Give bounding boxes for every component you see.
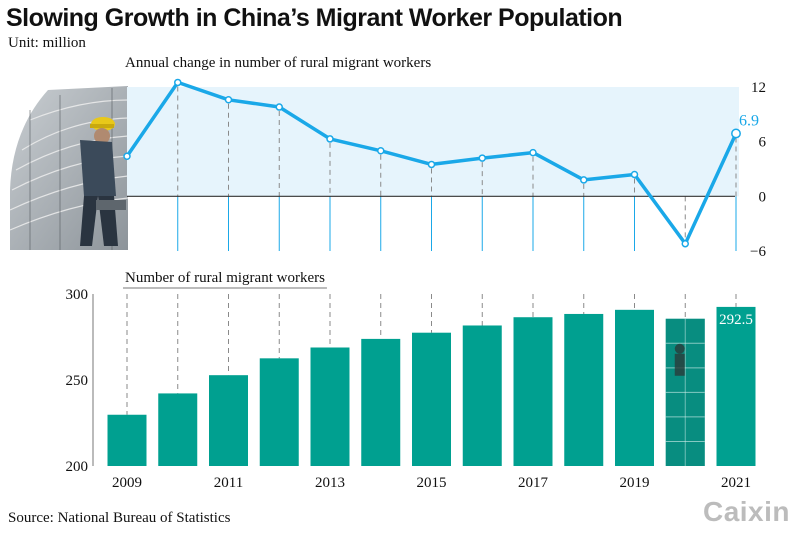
line-ytick-label: −6 <box>750 244 766 260</box>
chart-title: Slowing Growth in China’s Migrant Worker… <box>6 4 623 32</box>
bar-2016 <box>462 325 502 466</box>
line-ytick-label: 12 <box>751 80 766 96</box>
annotation-2021-total: 292.5 <box>719 312 753 328</box>
worker-photo <box>9 86 129 250</box>
caixin-logo: Caixin <box>702 496 790 527</box>
bar-2015 <box>412 332 451 466</box>
x-tick-label: 2015 <box>417 475 447 491</box>
bar-2011 <box>209 375 248 466</box>
bar-2010 <box>158 393 198 466</box>
line-point-2012 <box>275 103 283 111</box>
line-chart: 12 6 0 −6 Annual change in number of rural … <box>123 55 767 260</box>
x-tick-label: 2009 <box>112 475 142 491</box>
line-point-2010 <box>174 78 182 87</box>
bar-chart-title: Number of rural migrant workers <box>125 270 325 286</box>
line-point-2018 <box>580 176 588 184</box>
x-tick-label: 2019 <box>620 475 650 491</box>
line-ytick-label: 0 <box>759 189 767 205</box>
bar-ytick-label: 250 <box>66 373 89 389</box>
bar-2017 <box>513 317 553 466</box>
bar-2013 <box>310 347 350 466</box>
x-tick-label: 2021 <box>721 475 751 491</box>
line-point-2014 <box>377 147 385 155</box>
line-point-2020 <box>681 239 689 248</box>
bar-2009 <box>107 414 147 466</box>
line-guides <box>177 86 737 251</box>
bar-2014 <box>361 338 401 466</box>
line-chart-title: Annual change in number of rural migrant… <box>125 55 431 71</box>
bar-guides <box>126 294 737 415</box>
line-point-2009 <box>123 152 131 160</box>
bar-chart: 300 250 200 2009 2011 2013 2015 2017 2019 2021 N… <box>66 270 756 491</box>
line-point-2017 <box>529 148 537 157</box>
x-tick-label: 2017 <box>518 475 549 491</box>
bar-2012 <box>259 358 299 466</box>
annotation-2021-change: 6.9 <box>739 112 759 129</box>
line-point-2013 <box>326 135 334 143</box>
x-tick-label: 2013 <box>315 475 345 491</box>
bar-ytick-label: 300 <box>66 287 89 303</box>
line-point-2016 <box>478 154 486 162</box>
x-tick-label: 2011 <box>214 475 243 491</box>
line-point-2021 <box>731 128 741 139</box>
bar-2019 <box>615 309 654 466</box>
unit-label: Unit: million <box>8 35 86 51</box>
line-point-2019 <box>630 170 639 179</box>
bar-ytick-label: 200 <box>66 459 89 475</box>
bar-2021 <box>716 306 756 466</box>
bar-photo-overlay <box>665 318 705 466</box>
line-ytick-label: 6 <box>759 135 767 151</box>
line-chart-band <box>127 87 739 197</box>
source-note: Source: National Bureau of Statistics <box>8 510 231 526</box>
line-point-2011 <box>224 96 233 104</box>
line-point-2015 <box>427 160 436 169</box>
bar-2018 <box>564 313 604 466</box>
